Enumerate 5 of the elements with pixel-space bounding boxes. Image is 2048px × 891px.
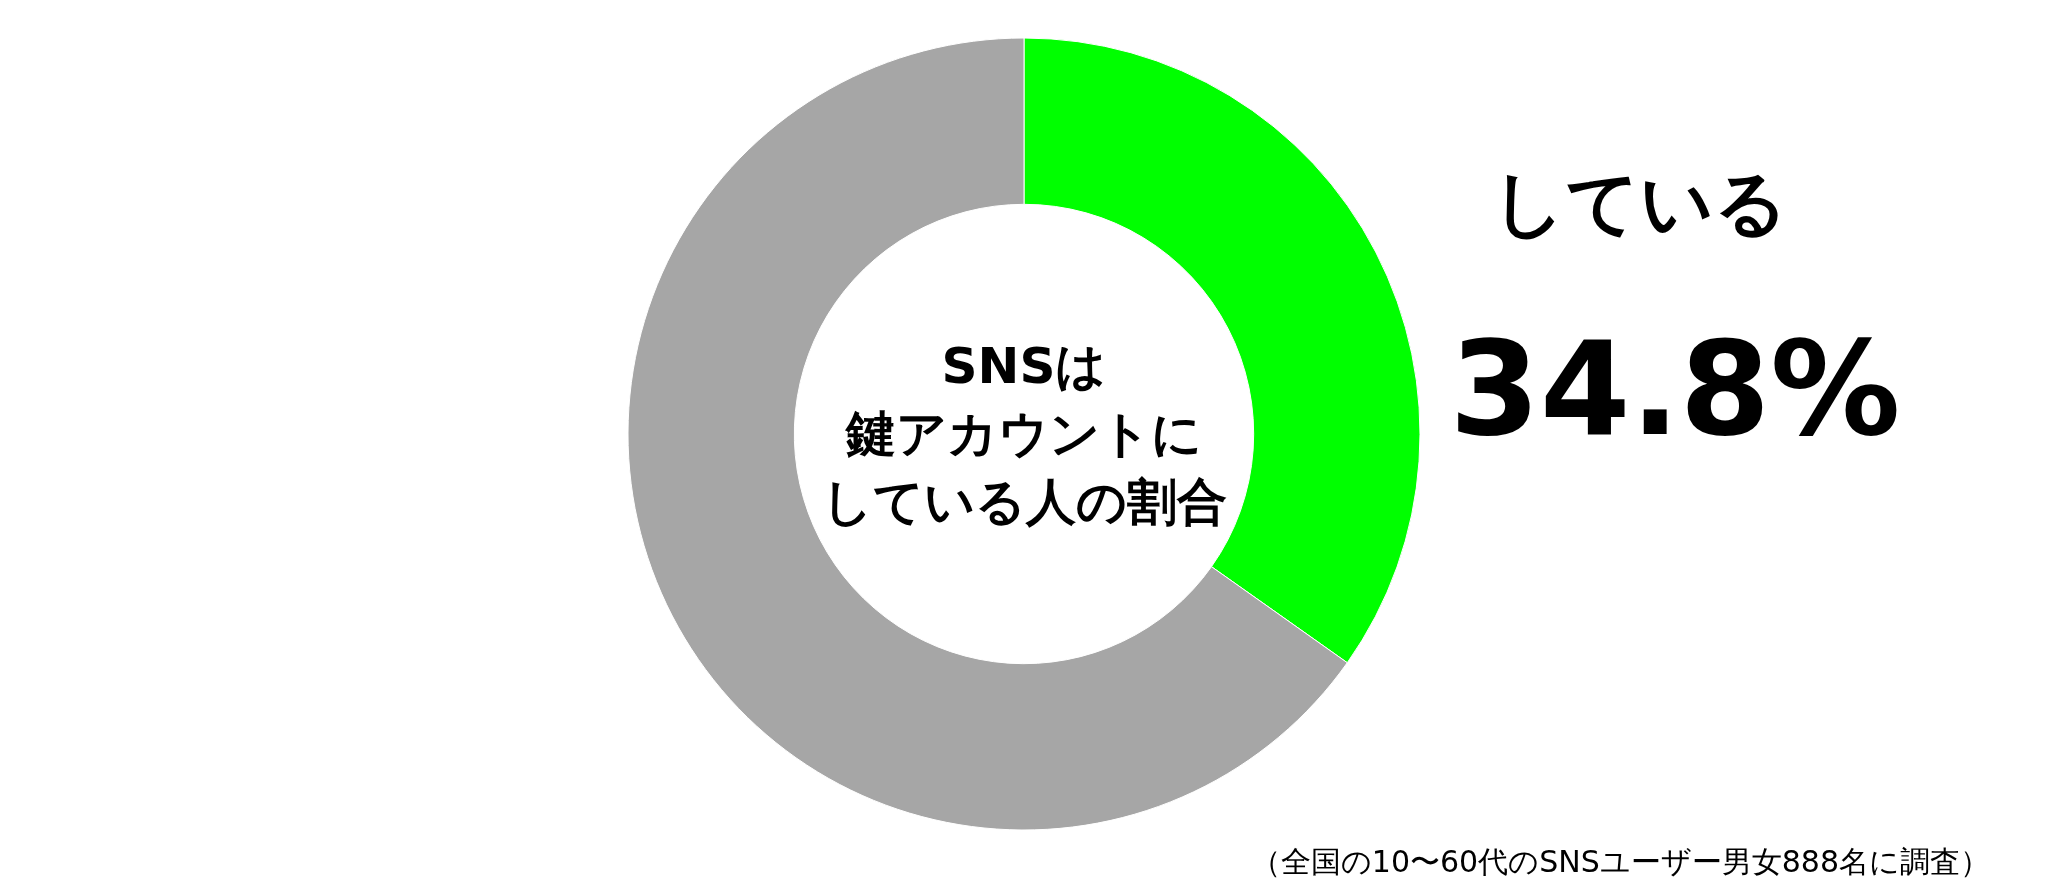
text: （全国の10〜60代のSNSユーザー男女888名に調査）: [1250, 844, 1990, 879]
text: 鍵アカウントにしている人の割合: [821, 405, 1227, 531]
text: SNSは: [941, 337, 1107, 395]
data-label: 34.8%: [1449, 313, 1901, 465]
slice-label: している: [1492, 161, 1788, 245]
